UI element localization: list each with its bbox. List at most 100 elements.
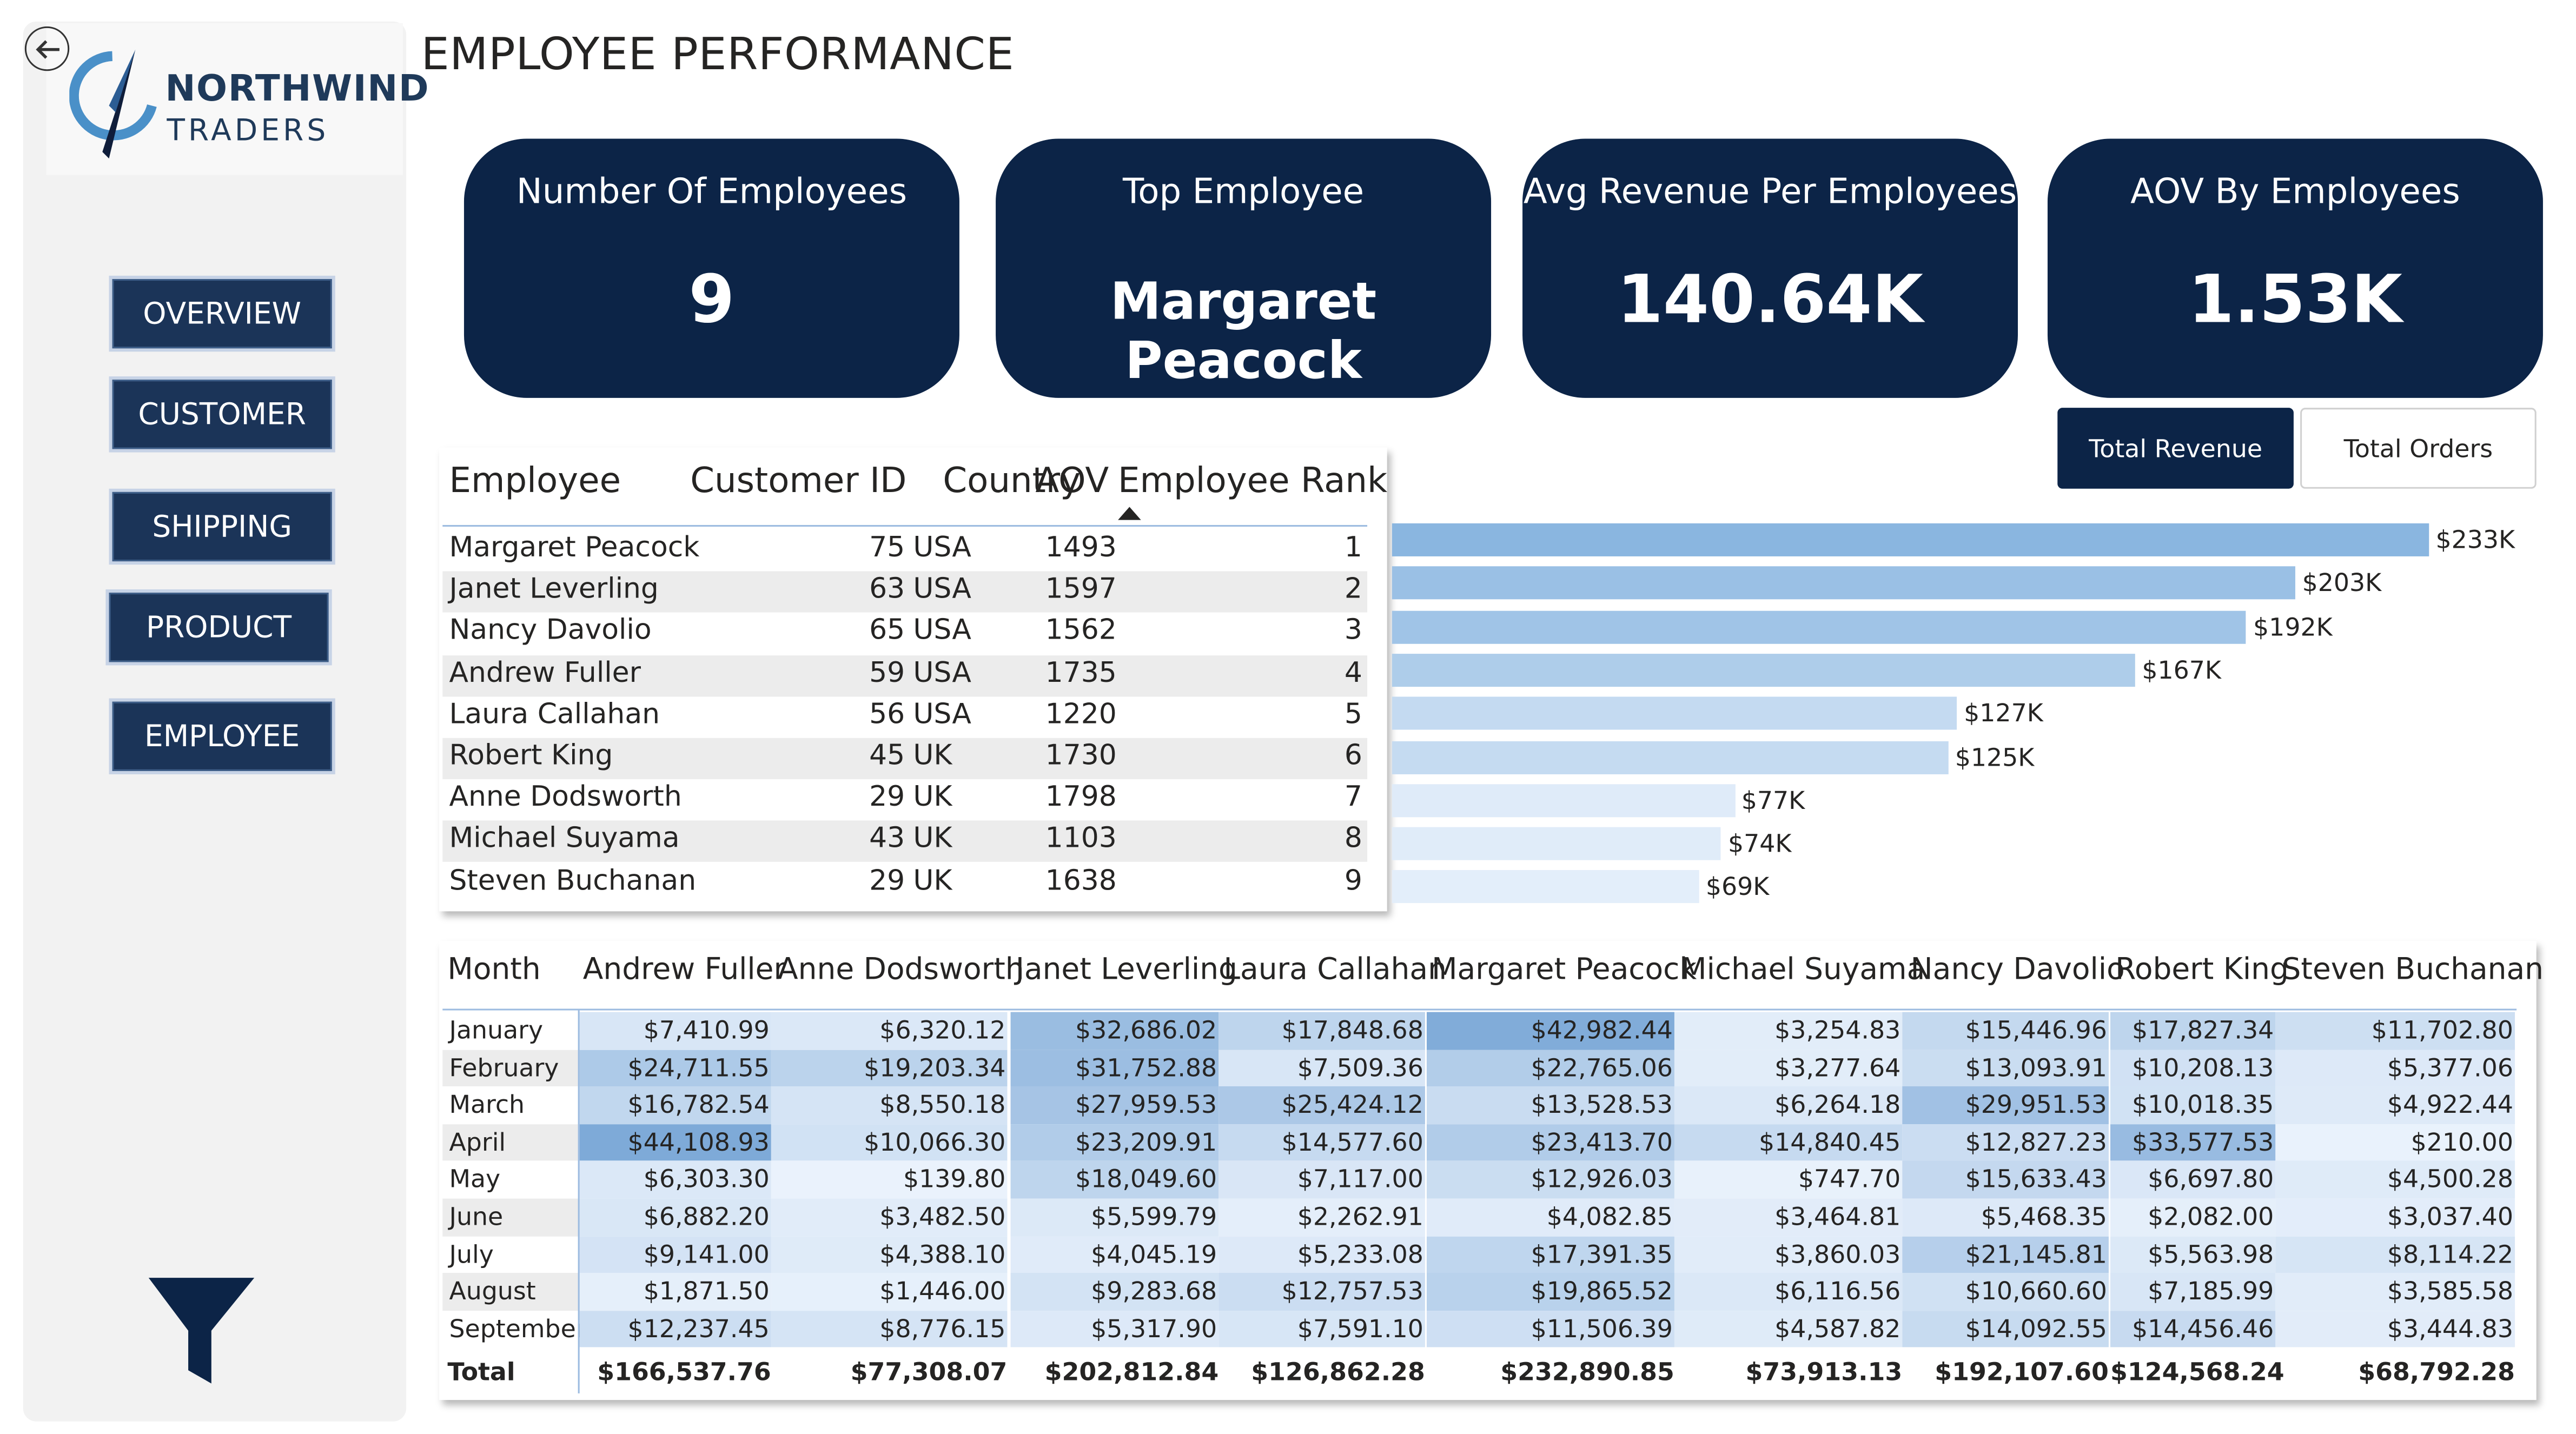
matrix-value-cell[interactable]: $23,413.70 bbox=[1426, 1124, 1674, 1161]
matrix-value-cell[interactable]: $13,093.91 bbox=[1902, 1049, 2109, 1087]
nav-employee-button[interactable]: EMPLOYEE bbox=[112, 701, 332, 771]
matrix-value-cell[interactable]: $32,686.02 bbox=[1010, 1012, 1219, 1050]
column-header-employee[interactable]: Employee bbox=[449, 460, 621, 501]
matrix-value-cell[interactable]: $13,528.53 bbox=[1426, 1086, 1674, 1124]
matrix-value-cell[interactable]: $4,587.82 bbox=[1674, 1310, 1903, 1348]
revenue-bar[interactable] bbox=[1392, 567, 2296, 600]
revenue-bar[interactable] bbox=[1392, 740, 1949, 774]
matrix-column-header[interactable]: Laura Callahan bbox=[1223, 952, 1447, 987]
filter-icon[interactable] bbox=[145, 1274, 258, 1387]
column-header-customer-id[interactable]: Customer ID bbox=[690, 460, 907, 501]
sort-ascending-icon[interactable] bbox=[1118, 507, 1141, 520]
matrix-value-cell[interactable]: $21,145.81 bbox=[1902, 1236, 2109, 1273]
matrix-value-cell[interactable]: $3,444.83 bbox=[2275, 1310, 2515, 1348]
matrix-value-cell[interactable]: $16,782.54 bbox=[579, 1086, 771, 1124]
matrix-value-cell[interactable]: $3,254.83 bbox=[1674, 1012, 1903, 1050]
table-row[interactable] bbox=[442, 862, 1368, 904]
matrix-value-cell[interactable]: $4,388.10 bbox=[771, 1236, 1008, 1273]
matrix-value-cell[interactable]: $11,702.80 bbox=[2275, 1012, 2515, 1050]
nav-product-button[interactable]: PRODUCT bbox=[109, 593, 329, 662]
matrix-value-cell[interactable]: $4,500.28 bbox=[2275, 1161, 2515, 1199]
matrix-column-header[interactable]: Nancy Davolio bbox=[1910, 952, 2125, 987]
matrix-value-cell[interactable]: $22,765.06 bbox=[1426, 1049, 1674, 1087]
table-row[interactable] bbox=[442, 530, 1368, 572]
matrix-value-cell[interactable]: $6,303.30 bbox=[579, 1161, 771, 1199]
matrix-value-cell[interactable]: $747.70 bbox=[1674, 1161, 1903, 1199]
matrix-value-cell[interactable]: $19,203.34 bbox=[771, 1049, 1008, 1087]
table-row[interactable] bbox=[442, 821, 1368, 862]
matrix-value-cell[interactable]: $12,827.23 bbox=[1902, 1124, 2109, 1161]
revenue-bar[interactable] bbox=[1392, 784, 1735, 817]
matrix-value-cell[interactable]: $14,840.45 bbox=[1674, 1124, 1903, 1161]
matrix-value-cell[interactable]: $12,757.53 bbox=[1219, 1273, 1425, 1311]
revenue-bar[interactable] bbox=[1392, 653, 2136, 687]
matrix-value-cell[interactable]: $18,049.60 bbox=[1010, 1161, 1219, 1199]
matrix-value-cell[interactable]: $3,464.81 bbox=[1674, 1198, 1903, 1236]
matrix-value-cell[interactable]: $27,959.53 bbox=[1010, 1086, 1219, 1124]
matrix-value-cell[interactable]: $29,951.53 bbox=[1902, 1086, 2109, 1124]
matrix-value-cell[interactable]: $5,563.98 bbox=[2110, 1236, 2276, 1273]
matrix-value-cell[interactable]: $10,066.30 bbox=[771, 1124, 1008, 1161]
matrix-value-cell[interactable]: $3,585.58 bbox=[2275, 1273, 2515, 1311]
total-revenue-toggle[interactable]: Total Revenue bbox=[2057, 408, 2294, 489]
column-header-country[interactable]: Country bbox=[943, 460, 1081, 501]
matrix-value-cell[interactable]: $6,320.12 bbox=[771, 1012, 1008, 1050]
table-row[interactable] bbox=[442, 613, 1368, 655]
matrix-value-cell[interactable]: $25,424.12 bbox=[1219, 1086, 1425, 1124]
matrix-column-header[interactable]: Andrew Fuller bbox=[582, 952, 786, 987]
matrix-value-cell[interactable]: $2,082.00 bbox=[2110, 1198, 2276, 1236]
matrix-value-cell[interactable]: $210.00 bbox=[2275, 1124, 2515, 1161]
matrix-value-cell[interactable]: $9,283.68 bbox=[1010, 1273, 1219, 1311]
revenue-bar[interactable] bbox=[1392, 871, 1699, 904]
nav-customer-button[interactable]: CUSTOMER bbox=[112, 380, 332, 449]
matrix-value-cell[interactable]: $5,468.35 bbox=[1902, 1198, 2109, 1236]
revenue-bar[interactable] bbox=[1392, 610, 2247, 643]
matrix-column-header[interactable]: Month bbox=[447, 952, 541, 987]
back-button[interactable] bbox=[24, 26, 70, 71]
matrix-value-cell[interactable]: $10,660.60 bbox=[1902, 1273, 2109, 1311]
matrix-value-cell[interactable]: $7,410.99 bbox=[579, 1012, 771, 1050]
matrix-value-cell[interactable]: $42,982.44 bbox=[1426, 1012, 1674, 1050]
matrix-value-cell[interactable]: $2,262.91 bbox=[1219, 1198, 1425, 1236]
table-row[interactable] bbox=[442, 779, 1368, 821]
revenue-bar[interactable] bbox=[1392, 523, 2429, 556]
matrix-value-cell[interactable]: $11,506.39 bbox=[1426, 1310, 1674, 1348]
matrix-column-header[interactable]: Steven Buchanan bbox=[2282, 952, 2544, 987]
matrix-value-cell[interactable]: $1,446.00 bbox=[771, 1273, 1008, 1311]
matrix-value-cell[interactable]: $10,018.35 bbox=[2110, 1086, 2276, 1124]
matrix-value-cell[interactable]: $9,141.00 bbox=[579, 1236, 771, 1273]
matrix-value-cell[interactable]: $139.80 bbox=[771, 1161, 1008, 1199]
matrix-value-cell[interactable]: $5,317.90 bbox=[1010, 1310, 1219, 1348]
revenue-bar[interactable] bbox=[1392, 697, 1957, 731]
matrix-value-cell[interactable]: $1,871.50 bbox=[579, 1273, 771, 1311]
column-header-aov[interactable]: AOV bbox=[1035, 460, 1109, 501]
matrix-value-cell[interactable]: $5,233.08 bbox=[1219, 1236, 1425, 1273]
matrix-value-cell[interactable]: $8,776.15 bbox=[771, 1310, 1008, 1348]
matrix-value-cell[interactable]: $6,697.80 bbox=[2110, 1161, 2276, 1199]
matrix-value-cell[interactable]: $31,752.88 bbox=[1010, 1049, 1219, 1087]
matrix-value-cell[interactable]: $6,882.20 bbox=[579, 1198, 771, 1236]
matrix-value-cell[interactable]: $15,633.43 bbox=[1902, 1161, 2109, 1199]
matrix-value-cell[interactable]: $8,114.22 bbox=[2275, 1236, 2515, 1273]
matrix-value-cell[interactable]: $17,848.68 bbox=[1219, 1012, 1425, 1050]
matrix-value-cell[interactable]: $12,237.45 bbox=[579, 1310, 771, 1348]
matrix-value-cell[interactable]: $5,599.79 bbox=[1010, 1198, 1219, 1236]
table-row[interactable] bbox=[442, 654, 1368, 696]
matrix-value-cell[interactable]: $4,082.85 bbox=[1426, 1198, 1674, 1236]
matrix-column-header[interactable]: Robert King bbox=[2115, 952, 2289, 987]
total-orders-toggle[interactable]: Total Orders bbox=[2300, 408, 2537, 489]
matrix-value-cell[interactable]: $12,926.03 bbox=[1426, 1161, 1674, 1199]
matrix-value-cell[interactable]: $3,037.40 bbox=[2275, 1198, 2515, 1236]
matrix-value-cell[interactable]: $5,377.06 bbox=[2275, 1049, 2515, 1087]
revenue-bar[interactable] bbox=[1392, 827, 1721, 861]
matrix-value-cell[interactable]: $14,092.55 bbox=[1902, 1310, 2109, 1348]
nav-shipping-button[interactable]: SHIPPING bbox=[112, 492, 332, 562]
matrix-value-cell[interactable]: $4,922.44 bbox=[2275, 1086, 2515, 1124]
matrix-value-cell[interactable]: $7,591.10 bbox=[1219, 1310, 1425, 1348]
matrix-value-cell[interactable]: $44,108.93 bbox=[579, 1124, 771, 1161]
matrix-column-header[interactable]: Janet Leverling bbox=[1015, 952, 1237, 987]
matrix-value-cell[interactable]: $7,185.99 bbox=[2110, 1273, 2276, 1311]
matrix-value-cell[interactable]: $7,509.36 bbox=[1219, 1049, 1425, 1087]
table-row[interactable] bbox=[442, 571, 1368, 613]
matrix-value-cell[interactable]: $14,456.46 bbox=[2110, 1310, 2276, 1348]
